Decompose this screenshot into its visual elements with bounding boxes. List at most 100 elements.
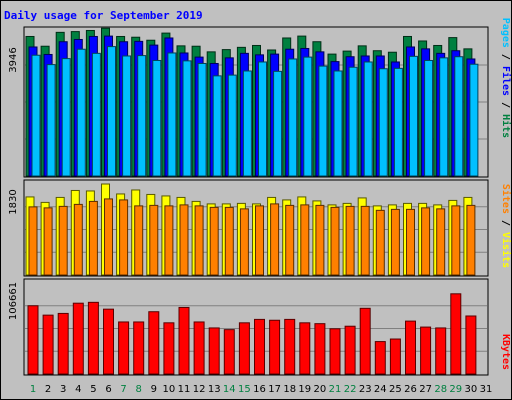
bar-kbytes-day-4 (72, 302, 84, 375)
bar-kbytes-day-29 (450, 293, 462, 375)
bar-kbytes-day-1 (27, 305, 39, 375)
day-label-8: 8 (136, 384, 142, 395)
bar-sites-day-8 (134, 205, 144, 276)
bar-kbytes-day-7 (118, 321, 130, 375)
bar-kbytes-day-9 (148, 311, 160, 375)
bar-pages-day-16 (258, 61, 267, 177)
bar-sites-day-23 (360, 205, 370, 276)
bar-pages-day-2 (46, 64, 56, 177)
bar-kbytes-day-25 (389, 338, 401, 375)
day-label-5: 5 (90, 384, 96, 395)
bar-sites-day-15 (239, 208, 249, 276)
bar-sites-day-26 (406, 208, 415, 276)
bar-pages-day-8 (137, 55, 147, 177)
day-label-14: 14 (223, 384, 236, 395)
bar-pages-day-30 (469, 63, 479, 177)
day-label-17: 17 (268, 384, 281, 395)
legend-label-pages: Pages (500, 18, 511, 48)
bar-sites-day-3 (58, 205, 68, 276)
bar-pages-day-4 (76, 48, 86, 177)
bar-sites-day-4 (73, 203, 83, 276)
day-label-9: 9 (151, 384, 157, 395)
legend-bottom: KBytes (500, 334, 511, 370)
day-label-11: 11 (178, 384, 191, 395)
legend-separator: / (500, 214, 511, 232)
day-label-13: 13 (208, 384, 221, 395)
bar-sites-day-5 (88, 200, 98, 276)
bar-pages-day-25 (393, 67, 403, 177)
bottom-ymax-label: 106661 (8, 282, 19, 320)
bar-pages-day-29 (454, 56, 464, 177)
bar-pages-day-7 (122, 55, 132, 177)
bar-kbytes-day-27 (420, 326, 432, 375)
legend-label-sites: Sites (500, 184, 512, 214)
day-label-6: 6 (105, 384, 111, 395)
bar-sites-day-18 (285, 204, 295, 276)
bar-kbytes-day-20 (314, 323, 326, 375)
day-label-28: 28 (434, 384, 447, 395)
day-label-29: 29 (449, 384, 462, 395)
legend-label-kbytes: KBytes (500, 334, 511, 370)
bar-pages-day-17 (273, 70, 283, 177)
top-ymax-label: 3946 (8, 47, 19, 72)
bar-sites-day-9 (149, 204, 159, 276)
bar-kbytes-day-24 (374, 341, 386, 375)
bar-sites-day-21 (330, 206, 340, 276)
legend-label-visits: Visits (500, 232, 512, 268)
day-label-27: 27 (419, 384, 432, 395)
bar-kbytes-day-3 (57, 312, 69, 375)
bar-kbytes-day-28 (435, 327, 447, 375)
bar-sites-day-6 (104, 198, 113, 276)
bar-sites-day-20 (315, 204, 325, 276)
bar-kbytes-day-30 (465, 315, 477, 375)
bar-kbytes-day-15 (238, 322, 250, 375)
bar-pages-day-28 (439, 57, 449, 177)
legend-label-hits: Hits (500, 114, 512, 138)
day-label-18: 18 (283, 384, 296, 395)
bar-pages-day-27 (424, 59, 434, 177)
day-label-21: 21 (329, 384, 342, 395)
bar-sites-day-14 (224, 206, 234, 276)
bar-kbytes-day-5 (87, 301, 99, 375)
middle-ymax-label: 1830 (8, 189, 19, 214)
day-label-16: 16 (253, 384, 266, 395)
bar-sites-day-1 (28, 206, 38, 276)
legend-label-files: Files (500, 66, 512, 96)
day-label-22: 22 (344, 384, 357, 395)
bar-sites-day-17 (270, 203, 280, 276)
bar-kbytes-day-14 (223, 329, 235, 375)
bar-kbytes-day-6 (103, 308, 114, 375)
bar-sites-day-10 (164, 205, 174, 276)
bar-pages-day-19 (303, 56, 313, 177)
bar-sites-day-12 (194, 205, 204, 276)
bar-pages-day-9 (152, 59, 162, 177)
bar-sites-day-28 (436, 208, 446, 276)
legend-separator: / (500, 96, 511, 114)
day-label-2: 2 (45, 384, 51, 395)
day-label-30: 30 (465, 384, 478, 395)
bar-pages-day-22 (348, 66, 358, 177)
bar-sites-day-2 (43, 207, 53, 276)
day-label-19: 19 (298, 384, 311, 395)
day-label-31: 31 (480, 384, 493, 395)
bar-sites-day-22 (345, 205, 355, 276)
bar-pages-day-3 (61, 58, 71, 177)
bar-pages-day-12 (197, 62, 207, 177)
bar-kbytes-day-26 (405, 320, 416, 375)
day-label-12: 12 (193, 384, 206, 395)
bar-sites-day-24 (375, 209, 385, 276)
bar-kbytes-day-8 (133, 321, 145, 375)
bar-kbytes-day-10 (163, 322, 175, 375)
bar-pages-day-23 (363, 61, 373, 177)
bar-sites-day-16 (255, 205, 264, 276)
bar-kbytes-day-17 (269, 319, 281, 375)
bar-pages-day-26 (409, 55, 418, 177)
bar-sites-day-25 (390, 208, 400, 276)
bar-kbytes-day-21 (329, 328, 341, 375)
bar-pages-day-24 (378, 68, 388, 177)
day-label-1: 1 (30, 384, 36, 395)
bar-pages-day-5 (91, 52, 101, 177)
bar-kbytes-day-18 (284, 318, 296, 375)
bar-pages-day-21 (333, 70, 343, 177)
